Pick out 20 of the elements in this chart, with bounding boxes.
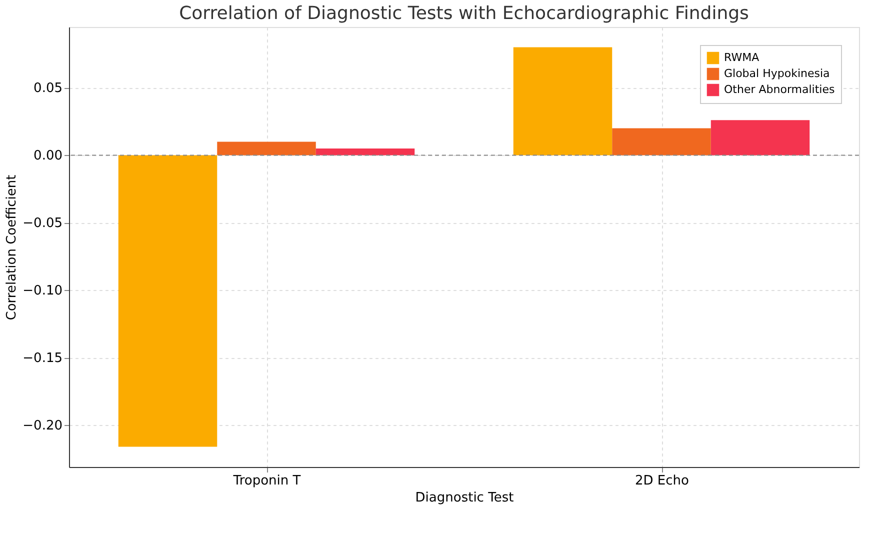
- y-tick-label: 0.00: [34, 148, 62, 164]
- chart-title: Correlation of Diagnostic Tests with Echocardiographic Findings: [179, 3, 749, 24]
- legend-label: Other Abnormalities: [724, 83, 835, 96]
- bar: [513, 47, 612, 156]
- y-tick-label: −0.20: [22, 418, 62, 434]
- y-tick-label: −0.10: [22, 284, 62, 299]
- x-tick-label: Troponin T: [232, 474, 301, 488]
- legend-label: RWMA: [724, 51, 760, 64]
- bar: [612, 128, 711, 156]
- y-tick-label: −0.15: [22, 351, 62, 366]
- x-tick-label: 2D Echo: [635, 474, 690, 488]
- bar: [217, 142, 316, 156]
- x-axis-title: Diagnostic Test: [415, 490, 514, 506]
- bar: [316, 148, 415, 156]
- y-axis-title: Correlation Coefficient: [4, 174, 20, 320]
- y-tick-label: −0.05: [22, 216, 62, 232]
- bar: [118, 155, 218, 447]
- bar: [710, 120, 810, 156]
- legend-label: Global Hypokinesia: [724, 67, 830, 80]
- y-tick-label: 0.05: [34, 81, 62, 96]
